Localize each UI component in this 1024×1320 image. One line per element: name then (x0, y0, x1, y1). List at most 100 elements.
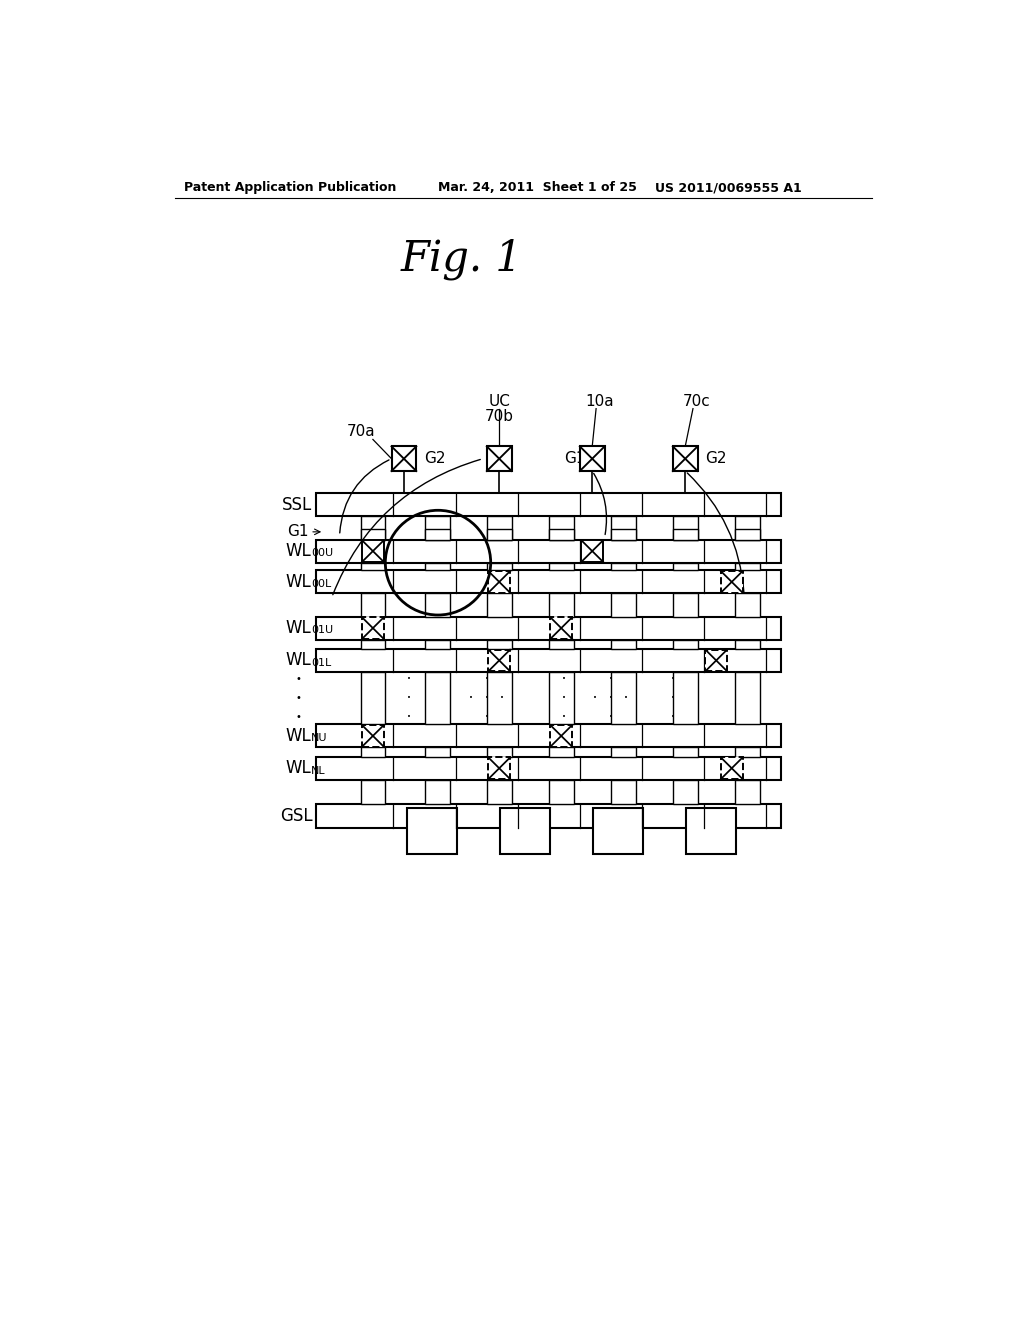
Text: 10a: 10a (586, 393, 614, 409)
Bar (611, 747, 636, 756)
Bar (486, 747, 512, 756)
Bar (425, 529, 450, 540)
Text: Patent Application Publication: Patent Application Publication (183, 181, 396, 194)
Bar (316, 616, 781, 640)
Text: G1: G1 (287, 524, 308, 540)
Bar (360, 640, 385, 649)
Text: •: • (609, 676, 612, 682)
Bar (316, 649, 781, 672)
Bar (673, 640, 697, 649)
Bar (486, 780, 512, 804)
Bar (735, 594, 760, 616)
Text: UC: UC (488, 393, 510, 409)
Text: •: • (501, 696, 505, 701)
Text: 70c: 70c (683, 393, 711, 409)
Text: 70a: 70a (347, 425, 376, 440)
Bar (611, 516, 636, 540)
Text: •: • (593, 696, 597, 701)
Bar (673, 446, 697, 471)
Bar (425, 516, 450, 540)
Bar (580, 446, 604, 471)
Bar (486, 672, 512, 725)
Bar (362, 618, 384, 639)
Text: •: • (296, 713, 301, 722)
Text: G2: G2 (424, 451, 445, 466)
Bar (360, 529, 385, 540)
Bar (673, 529, 697, 540)
Text: 70b: 70b (484, 409, 514, 424)
Bar (673, 562, 697, 570)
Text: •: • (609, 714, 612, 721)
Text: US 2011/0069555 A1: US 2011/0069555 A1 (655, 181, 802, 194)
Text: GSL: GSL (280, 807, 312, 825)
Bar (549, 516, 573, 540)
Bar (360, 747, 385, 756)
Bar (425, 562, 450, 570)
Bar (407, 808, 458, 854)
Text: WL: WL (285, 543, 311, 560)
Bar (486, 516, 512, 540)
Text: WL: WL (285, 652, 311, 669)
Text: •: • (625, 696, 629, 701)
Bar (360, 594, 385, 616)
Bar (735, 672, 760, 725)
Bar (486, 640, 512, 649)
Bar (362, 725, 384, 747)
Bar (673, 594, 697, 616)
Bar (488, 758, 510, 779)
Bar (425, 640, 450, 649)
Bar (550, 725, 572, 747)
Bar (549, 594, 573, 616)
Bar (673, 516, 697, 540)
Bar (500, 808, 550, 854)
Text: NU: NU (311, 733, 328, 743)
Text: G2: G2 (706, 451, 727, 466)
Bar (549, 529, 573, 540)
Bar (721, 572, 742, 593)
Bar (611, 529, 636, 540)
Text: WL: WL (285, 619, 311, 638)
Bar (611, 780, 636, 804)
Bar (316, 725, 781, 747)
Bar (360, 780, 385, 804)
Bar (549, 640, 573, 649)
Bar (611, 672, 636, 725)
Bar (582, 540, 603, 562)
Bar (360, 562, 385, 570)
Text: •: • (296, 693, 301, 704)
Bar (549, 672, 573, 725)
Bar (391, 446, 417, 471)
Bar (673, 747, 697, 756)
Bar (735, 780, 760, 804)
Bar (316, 540, 781, 562)
Bar (425, 780, 450, 804)
Text: WL: WL (285, 573, 311, 591)
Text: 01U: 01U (311, 626, 333, 635)
Text: •: • (562, 696, 566, 701)
Text: •: • (562, 676, 566, 682)
Bar (706, 649, 727, 671)
Bar (735, 640, 760, 649)
Text: SSL: SSL (283, 496, 312, 513)
Text: 01L: 01L (311, 657, 331, 668)
Bar (611, 562, 636, 570)
Text: G1: G1 (564, 451, 586, 466)
Bar (549, 747, 573, 756)
Bar (549, 562, 573, 570)
Bar (721, 758, 742, 779)
Bar (735, 747, 760, 756)
Bar (593, 808, 643, 854)
Bar (316, 494, 781, 516)
Bar (316, 804, 781, 828)
Text: 00U: 00U (311, 548, 333, 558)
Text: NL: NL (311, 766, 326, 776)
Bar (486, 446, 512, 471)
Bar (425, 594, 450, 616)
Bar (673, 672, 697, 725)
Bar (425, 672, 450, 725)
Text: Mar. 24, 2011  Sheet 1 of 25: Mar. 24, 2011 Sheet 1 of 25 (438, 181, 637, 194)
Text: •: • (296, 675, 301, 684)
Text: •: • (562, 714, 566, 721)
Bar (735, 562, 760, 570)
Bar (611, 594, 636, 616)
